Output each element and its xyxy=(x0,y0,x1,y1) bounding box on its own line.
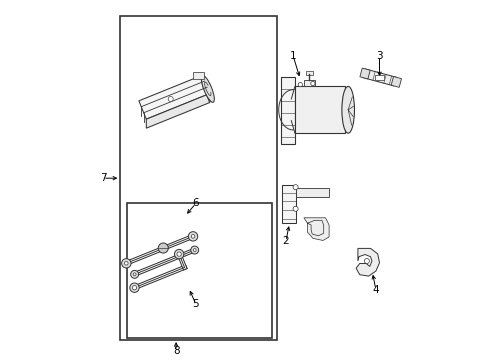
Circle shape xyxy=(188,232,197,241)
Polygon shape xyxy=(355,248,379,276)
Polygon shape xyxy=(390,77,401,87)
Ellipse shape xyxy=(201,76,214,102)
Text: 4: 4 xyxy=(372,285,378,295)
Bar xyxy=(295,188,328,197)
Text: 6: 6 xyxy=(192,198,199,208)
Circle shape xyxy=(190,246,198,254)
Circle shape xyxy=(132,285,136,290)
Circle shape xyxy=(298,82,302,87)
Polygon shape xyxy=(139,75,209,119)
Circle shape xyxy=(310,81,314,86)
Text: 2: 2 xyxy=(282,236,288,246)
Circle shape xyxy=(168,96,173,102)
Circle shape xyxy=(292,185,298,190)
Circle shape xyxy=(364,258,368,264)
Circle shape xyxy=(193,249,196,252)
Circle shape xyxy=(130,270,138,278)
Bar xyxy=(282,185,295,223)
Circle shape xyxy=(292,206,298,211)
Bar xyxy=(193,72,203,79)
Polygon shape xyxy=(303,218,328,240)
Text: 3: 3 xyxy=(375,51,382,61)
Polygon shape xyxy=(359,68,369,79)
Bar xyxy=(305,71,312,75)
Circle shape xyxy=(174,249,183,259)
Circle shape xyxy=(133,273,136,276)
Polygon shape xyxy=(362,69,395,86)
Text: 7: 7 xyxy=(100,173,106,183)
Bar xyxy=(127,203,271,338)
Circle shape xyxy=(129,283,139,292)
Bar xyxy=(294,86,345,133)
Polygon shape xyxy=(374,75,383,80)
Bar xyxy=(120,16,276,340)
Circle shape xyxy=(122,258,131,268)
Circle shape xyxy=(124,261,128,265)
Bar xyxy=(303,80,314,86)
Polygon shape xyxy=(146,94,209,128)
Text: 8: 8 xyxy=(172,346,179,356)
Text: 1: 1 xyxy=(289,51,296,61)
Circle shape xyxy=(158,243,168,253)
Polygon shape xyxy=(202,75,209,103)
Text: 5: 5 xyxy=(192,299,199,309)
Ellipse shape xyxy=(341,86,354,133)
Circle shape xyxy=(177,252,181,256)
Circle shape xyxy=(191,235,194,238)
Bar xyxy=(280,77,294,144)
